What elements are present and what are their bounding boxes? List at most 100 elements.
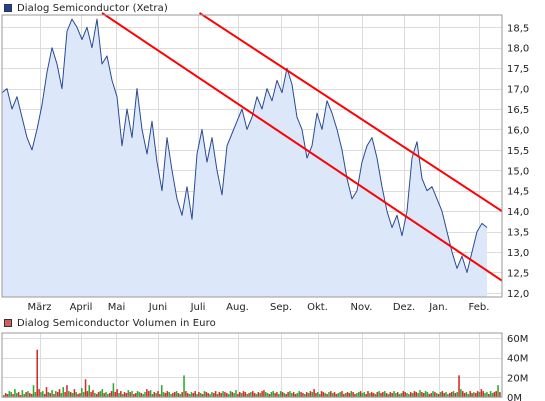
volume-bar [43, 394, 46, 397]
volume-bar [307, 393, 310, 397]
volume-bar [335, 394, 338, 397]
price-y-tick-label: 12,0 [507, 289, 529, 300]
volume-bar [38, 389, 40, 397]
volume-bar [476, 391, 479, 397]
volume-bar [237, 394, 239, 397]
volume-bar [185, 391, 187, 397]
volume-bar [385, 393, 388, 397]
volume-bar [372, 393, 375, 397]
volume-bar [142, 394, 144, 397]
volume-bar [484, 393, 486, 397]
volume-bar [424, 391, 427, 397]
volume-bar [201, 394, 204, 397]
volume-bar [478, 392, 481, 397]
volume-bar [419, 390, 421, 397]
volume-bar [276, 392, 278, 397]
volume-bar [357, 392, 360, 397]
price-y-tick-label: 13,0 [507, 248, 529, 259]
volume-bar [382, 392, 384, 397]
volume-bar [422, 393, 425, 397]
volume-bar [497, 385, 499, 397]
volume-bar [406, 393, 408, 397]
volume-bar [421, 392, 423, 397]
volume-bar [404, 392, 406, 397]
volume-bar [64, 392, 66, 397]
volume-bar [172, 393, 174, 397]
volume-bar [270, 392, 273, 397]
volume-bar [374, 394, 377, 397]
volume-bar [224, 392, 226, 397]
volume-y-tick-label: 20M [507, 373, 528, 384]
volume-bar [179, 394, 182, 397]
volume-bar [367, 391, 369, 397]
volume-bar [370, 392, 373, 397]
volume-bar [285, 394, 288, 397]
volume-bar [359, 391, 362, 397]
volume-bar [383, 391, 386, 397]
volume-bar [456, 392, 458, 397]
volume-bar [99, 391, 102, 397]
volume-bar [151, 394, 154, 397]
price-y-tick-label: 18,5 [507, 23, 529, 34]
volume-bar [51, 390, 53, 397]
volume-bar [17, 392, 20, 397]
volume-bar [441, 391, 444, 397]
volume-bar [291, 393, 293, 397]
volume-chart-title: Dialog Semiconductor Volumen in Euro [17, 317, 216, 329]
volume-y-tick-label: 60M [507, 334, 528, 345]
volume-bar [305, 392, 308, 397]
volume-y-tick-label: 0M [507, 393, 522, 401]
volume-bar [445, 392, 447, 397]
volume-bar [391, 393, 393, 397]
volume-bar [49, 393, 52, 397]
volume-bar [452, 391, 455, 397]
volume-bar [34, 392, 37, 397]
price-legend-swatch [4, 4, 12, 12]
volume-bar [86, 391, 89, 397]
volume-bar [229, 391, 232, 397]
volume-bar [216, 394, 219, 397]
volume-bar [333, 392, 336, 397]
volume-bar [393, 391, 395, 397]
volume-bar [352, 392, 354, 397]
volume-bar [92, 390, 94, 397]
volume-bar [138, 392, 141, 397]
volume-bar [127, 390, 130, 397]
volume-bar [14, 389, 16, 397]
volume-bar [222, 391, 224, 397]
volume-chart: 60M 40M 20M 0M [1, 332, 528, 401]
volume-bar [77, 394, 79, 397]
price-x-tick-label: Aug. [226, 302, 249, 313]
volume-bar [16, 393, 18, 397]
volume-bar [212, 393, 215, 397]
volume-bar [8, 391, 11, 397]
volume-y-tick-label: 40M [507, 354, 528, 365]
volume-bar [168, 392, 170, 397]
volume-bar [287, 392, 289, 397]
volume-bar [114, 392, 117, 397]
volume-bar [278, 394, 280, 397]
volume-bar [29, 393, 31, 397]
volume-bar [281, 392, 284, 397]
volume-bar [292, 392, 295, 397]
price-y-tick-label: 12,5 [507, 268, 529, 279]
volume-bar [134, 393, 137, 397]
volume-bar [203, 391, 206, 397]
volume-bar [42, 391, 44, 397]
volume-bar [458, 375, 460, 397]
price-y-tick-label: 14,0 [507, 207, 529, 218]
volume-bar [192, 393, 195, 397]
volume-bar [491, 393, 494, 397]
volume-bar [356, 393, 358, 397]
volume-bar [447, 394, 449, 397]
volume-bar [495, 391, 497, 397]
volume-bar [430, 393, 432, 397]
volume-bar [79, 393, 81, 397]
volume-bar [45, 387, 48, 397]
volume-bar [330, 391, 332, 397]
volume-bar [10, 392, 12, 397]
volume-bar [465, 392, 468, 397]
volume-bar [181, 392, 183, 397]
volume-bar [257, 392, 260, 397]
volume-bar [274, 393, 276, 397]
